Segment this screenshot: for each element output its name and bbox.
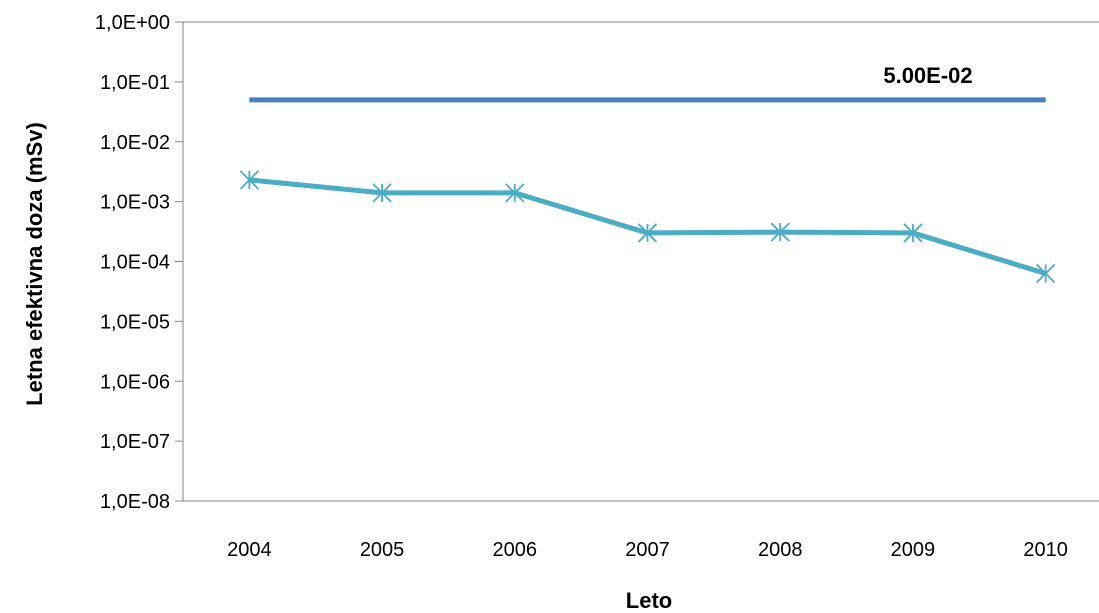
data-point xyxy=(903,223,923,243)
y-tick-label: 1,0E-04 xyxy=(100,252,170,274)
data-label: 5.00E-02 xyxy=(883,63,972,88)
data-point xyxy=(505,183,525,203)
x-tick-label: 2007 xyxy=(625,539,670,561)
y-tick-label: 1,0E-03 xyxy=(100,192,170,214)
x-axis-ticks: 2004 2005 2006 2007 2008 2009 2010 xyxy=(227,539,1068,561)
series-layer: 5.00E-02 xyxy=(239,63,1056,284)
y-tick-label: 1,0E+00 xyxy=(95,12,170,34)
x-tick-label: 2009 xyxy=(891,539,936,561)
data-point xyxy=(372,183,392,203)
series-2 xyxy=(239,170,1056,284)
y-tick-label: 1,0E-07 xyxy=(100,431,170,453)
y-tick-label: 1,0E-02 xyxy=(100,132,170,154)
series-1: 5.00E-02 xyxy=(249,63,1046,103)
data-point xyxy=(239,170,259,190)
x-axis-title: Leto xyxy=(626,588,672,613)
y-tick-label: 1,0E-08 xyxy=(100,491,170,513)
data-point xyxy=(637,223,658,243)
x-tick-label: 2005 xyxy=(360,539,405,561)
x-tick-label: 2010 xyxy=(1023,539,1068,561)
x-tick-label: 2006 xyxy=(493,539,538,561)
y-axis-title: Letna efektivna doza (mSv) xyxy=(22,122,47,406)
data-point xyxy=(770,222,790,242)
y-tick-label: 1,0E-05 xyxy=(100,311,170,333)
y-tick-label: 1,0E-06 xyxy=(100,371,170,393)
x-tick-label: 2004 xyxy=(227,539,272,561)
data-point xyxy=(1036,263,1056,284)
x-tick-label: 2008 xyxy=(758,539,803,561)
y-tick-label: 1,0E-01 xyxy=(100,72,170,94)
y-axis-ticks: 1,0E+00 1,0E-01 1,0E-02 1,0E-03 1,0E-04 1,0E-… xyxy=(95,12,183,513)
axes xyxy=(182,21,1099,502)
